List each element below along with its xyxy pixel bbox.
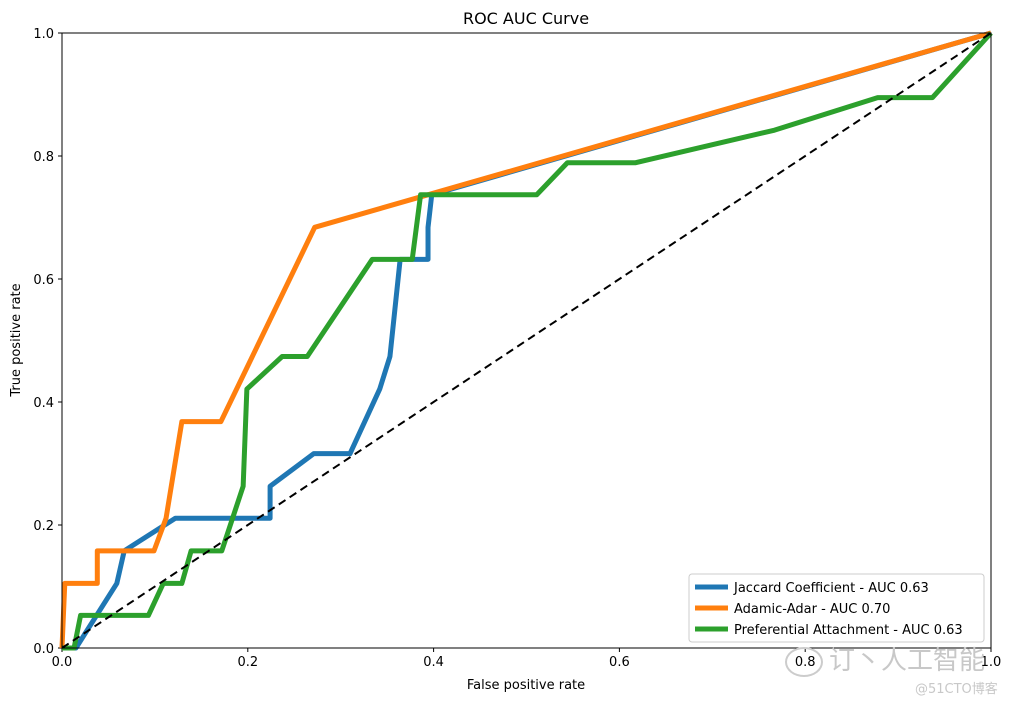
wechat-icon [785, 646, 823, 677]
y-tick-label: 0.6 [33, 273, 54, 288]
chart-title: ROC AUC Curve [463, 9, 589, 28]
x-axis-label: False positive rate [467, 678, 585, 693]
y-axis-label: True positive rate [9, 283, 24, 397]
series-line-2 [62, 31, 993, 651]
y-tick-label: 0.8 [33, 150, 54, 165]
watermark-51cto: @51CTO博客 [915, 682, 998, 697]
legend: Jaccard Coefficient - AUC 0.63 Adamic-Ada… [688, 573, 985, 643]
y-tick-label: 1.0 [33, 27, 54, 42]
y-tick-label: 0.2 [33, 519, 54, 534]
x-tick-label: 0.4 [423, 655, 444, 670]
watermark-text: 订丶人工智能 [829, 646, 986, 676]
reference-diagonal [61, 32, 992, 649]
series-line-1 [59, 30, 992, 649]
legend-label: Preferential Attachment - AUC 0.63 [734, 623, 963, 638]
x-tick-label: 1.0 [981, 655, 1002, 670]
y-tick-label: 0.0 [33, 642, 54, 657]
x-tick-label: 0.2 [237, 655, 258, 670]
x-tick-label: 0.6 [609, 655, 630, 670]
watermark-wechat: 订丶人工智能 [785, 640, 985, 677]
y-tick-label: 0.4 [33, 396, 54, 411]
series-line-0 [62, 30, 992, 651]
legend-label: Jaccard Coefficient - AUC 0.63 [733, 581, 929, 596]
legend-label: Adamic-Adar - AUC 0.70 [734, 602, 890, 617]
x-tick-label: 0.0 [52, 655, 73, 670]
plot-frame [61, 32, 992, 649]
